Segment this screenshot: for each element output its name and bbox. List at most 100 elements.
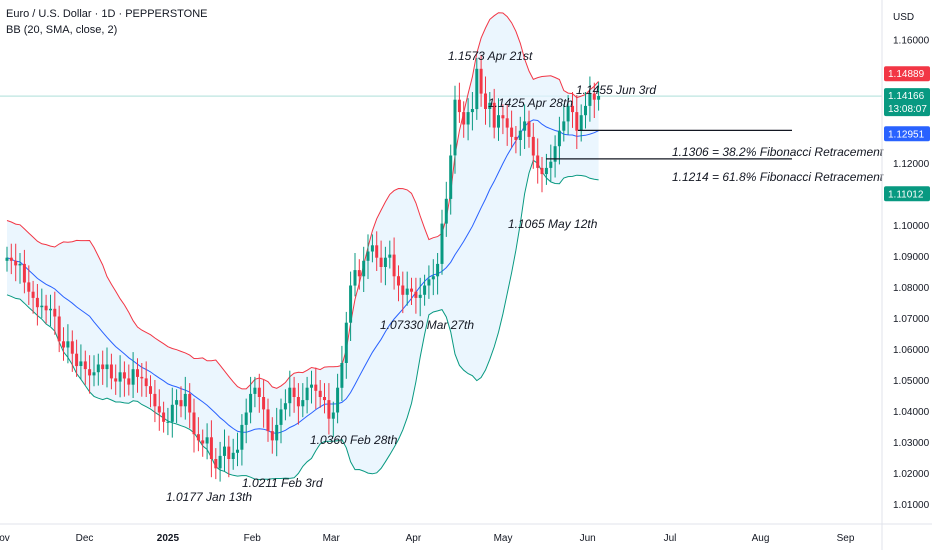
candle-body bbox=[296, 397, 300, 407]
candle-body bbox=[566, 105, 570, 122]
candle-body bbox=[183, 393, 187, 407]
time-tick-label: 2025 bbox=[157, 533, 180, 544]
price-tag-1.14889: 1.14889 bbox=[884, 66, 930, 82]
candle-body bbox=[14, 260, 18, 266]
candle-body bbox=[257, 387, 261, 397]
price-tick-label: 1.08000 bbox=[893, 283, 930, 294]
candle-body bbox=[288, 387, 292, 404]
candle-body bbox=[122, 372, 126, 379]
price-tag-label: 1.11012 bbox=[888, 189, 924, 200]
candle-body bbox=[179, 400, 183, 407]
candle-body bbox=[240, 424, 244, 450]
price-tick-label: 1.03000 bbox=[893, 438, 930, 449]
plot-area[interactable] bbox=[0, 12, 882, 482]
candle-body bbox=[323, 397, 326, 401]
price-tick-label: 1.05000 bbox=[893, 376, 930, 387]
candle-body bbox=[70, 341, 74, 354]
candle-body bbox=[314, 384, 318, 391]
time-tick-label: Nov bbox=[0, 533, 10, 544]
candle-body bbox=[466, 112, 470, 125]
candle-body bbox=[22, 263, 26, 283]
candle-body bbox=[544, 167, 548, 175]
candle-body bbox=[170, 404, 174, 422]
candle-body bbox=[462, 112, 466, 125]
bb-upper-band bbox=[6, 12, 599, 390]
price-tick-label: 1.02000 bbox=[893, 469, 930, 480]
chart-title: Euro / U.S. Dollar · 1D · PEPPERSTONE bbox=[6, 8, 208, 20]
price-tick-label: 1.01000 bbox=[893, 500, 930, 511]
candle-body bbox=[96, 364, 100, 373]
time-axis[interactable]: Nov Dec 2025 Feb Mar Apr May Jun Jul Aug Sep bbox=[0, 533, 855, 544]
candle-body bbox=[44, 305, 48, 311]
candle-body bbox=[440, 223, 444, 264]
candle-body bbox=[527, 121, 531, 137]
candle-body bbox=[92, 372, 96, 376]
candle-body bbox=[357, 270, 361, 277]
anno-may12-low: 1.1065 May 12th bbox=[508, 217, 598, 231]
candle-body bbox=[35, 297, 39, 308]
candle-body bbox=[444, 198, 448, 224]
time-tick-label: Mar bbox=[323, 533, 341, 544]
candle-body bbox=[514, 136, 518, 140]
anno-feb28: 1.0360 Feb 28th bbox=[310, 433, 398, 447]
candle-body bbox=[410, 288, 413, 292]
price-tag-label: 1.14889 bbox=[888, 69, 925, 80]
candle-body bbox=[231, 452, 235, 459]
candle-body bbox=[592, 93, 596, 100]
candle-body bbox=[249, 393, 253, 413]
candle-body bbox=[557, 130, 561, 147]
candle-body bbox=[488, 102, 492, 109]
price-tag-label: 1.14166 bbox=[888, 91, 925, 102]
candle-body bbox=[162, 412, 166, 422]
time-tick-label: Dec bbox=[76, 533, 94, 544]
candle-body bbox=[49, 308, 52, 311]
candle-body bbox=[253, 387, 257, 394]
candle-body bbox=[57, 316, 61, 342]
candle-body bbox=[262, 397, 266, 410]
candle-body bbox=[114, 378, 118, 382]
price-tag-1.12951: 1.12951 bbox=[884, 126, 930, 142]
anno-jan13-low: 1.0177 Jan 13th bbox=[166, 490, 252, 504]
price-tag-1.11012: 1.11012 bbox=[884, 186, 930, 202]
candle-body bbox=[501, 115, 505, 119]
candle-body bbox=[175, 400, 179, 405]
candle-body bbox=[344, 322, 348, 363]
price-tag-box bbox=[884, 88, 930, 117]
price-tick-label: 1.04000 bbox=[893, 407, 930, 418]
candle-body bbox=[436, 263, 440, 277]
candle-body bbox=[497, 115, 500, 128]
candle-body bbox=[540, 167, 544, 175]
candle-body bbox=[5, 257, 9, 261]
candle-body bbox=[392, 254, 396, 277]
candle-body bbox=[431, 276, 435, 280]
candle-body bbox=[397, 276, 400, 286]
indicator-label: BB (20, SMA, close, 2) bbox=[6, 24, 118, 36]
candle-body bbox=[470, 109, 474, 113]
candle-body bbox=[283, 403, 287, 410]
candle-body bbox=[579, 115, 583, 131]
candle-body bbox=[340, 363, 344, 388]
candle-body bbox=[153, 393, 157, 407]
candle-body bbox=[270, 431, 274, 441]
candle-body bbox=[209, 437, 213, 459]
candle-body bbox=[109, 364, 113, 379]
candle-body bbox=[301, 400, 305, 407]
candle-body bbox=[27, 282, 31, 292]
candle-body bbox=[449, 155, 453, 199]
candle-body bbox=[536, 155, 540, 168]
candle-body bbox=[562, 121, 566, 131]
price-tick-label: 1.10000 bbox=[893, 221, 930, 232]
candle-body bbox=[53, 308, 57, 317]
candle-body bbox=[218, 455, 222, 469]
price-tag-countdown: 13:08:07 bbox=[888, 104, 927, 115]
candle-body bbox=[105, 364, 109, 370]
time-tick-label: Apr bbox=[406, 533, 422, 544]
candle-body bbox=[157, 406, 161, 413]
candle-body bbox=[375, 245, 379, 258]
candle-body bbox=[510, 127, 514, 137]
candle-body bbox=[327, 400, 331, 419]
candle-body bbox=[127, 378, 131, 385]
candle-body bbox=[401, 285, 405, 295]
candle-body bbox=[597, 96, 601, 100]
